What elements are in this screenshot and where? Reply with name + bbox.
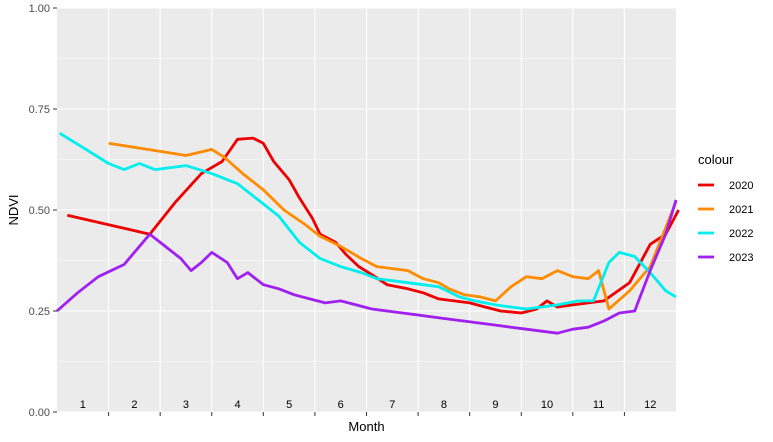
series-line-2022 (58, 132, 677, 311)
legend-items: 2020 2021 2022 2023 (697, 176, 753, 266)
legend-label-2020: 2020 (729, 180, 753, 192)
month-label: 2 (131, 399, 137, 411)
legend-label-2023: 2023 (729, 252, 753, 264)
legend: colour 2020 2021 2022 2023 (697, 152, 753, 266)
month-label: 8 (441, 399, 447, 411)
month-label: 4 (234, 399, 240, 411)
month-label: 1 (80, 399, 86, 411)
month-label: 6 (338, 399, 344, 411)
month-label: 10 (541, 399, 553, 411)
series-line-2020 (66, 136, 680, 315)
y-axis-title: NDVI (6, 194, 21, 225)
y-tick-label: 0.50 (29, 205, 50, 217)
x-axis-title: Month (348, 419, 384, 434)
x-axis (108, 412, 625, 416)
legend-label-2022: 2022 (729, 228, 753, 240)
series-line-2021 (108, 141, 678, 311)
y-tick-label: 1.00 (29, 3, 50, 15)
legend-label-2021: 2021 (729, 204, 753, 216)
month-label: 5 (286, 399, 292, 411)
series-layer (56, 132, 680, 335)
month-label: 3 (183, 399, 189, 411)
month-labels: 1 2 3 4 5 6 7 8 9 10 11 12 (80, 399, 657, 411)
month-label: 11 (593, 399, 604, 411)
legend-title: colour (698, 152, 734, 167)
y-tick-label: 0.25 (29, 306, 50, 318)
y-axis: 0.00 0.25 0.50 0.75 1.00 (29, 3, 57, 419)
month-label: 9 (492, 399, 498, 411)
series-line-2023 (56, 199, 678, 335)
y-tick-label: 0.00 (29, 407, 50, 419)
month-label: 12 (644, 399, 656, 411)
grid-major (57, 7, 676, 413)
y-tick-label: 0.75 (29, 104, 50, 116)
month-label: 7 (389, 399, 395, 411)
